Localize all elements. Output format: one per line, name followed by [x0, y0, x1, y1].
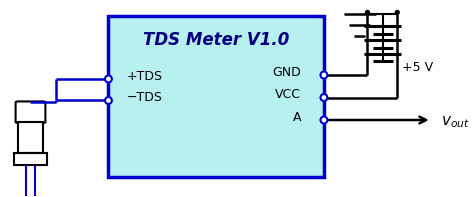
Text: $\mathit{v}_{out}$: $\mathit{v}_{out}$	[441, 114, 470, 130]
Text: +5 V: +5 V	[402, 61, 433, 74]
Text: A: A	[292, 111, 301, 124]
Ellipse shape	[320, 94, 328, 101]
Text: VCC: VCC	[275, 88, 301, 101]
Text: TDS Meter V1.0: TDS Meter V1.0	[143, 31, 289, 49]
Ellipse shape	[395, 10, 399, 14]
Text: GND: GND	[272, 66, 301, 79]
FancyBboxPatch shape	[18, 122, 43, 153]
FancyBboxPatch shape	[109, 16, 324, 177]
Ellipse shape	[365, 10, 369, 14]
Ellipse shape	[320, 116, 328, 124]
Text: −TDS: −TDS	[127, 91, 163, 104]
Ellipse shape	[320, 72, 328, 79]
FancyBboxPatch shape	[16, 101, 46, 123]
Ellipse shape	[105, 97, 112, 104]
Text: +TDS: +TDS	[127, 70, 163, 83]
Ellipse shape	[105, 75, 112, 83]
FancyBboxPatch shape	[14, 153, 47, 165]
